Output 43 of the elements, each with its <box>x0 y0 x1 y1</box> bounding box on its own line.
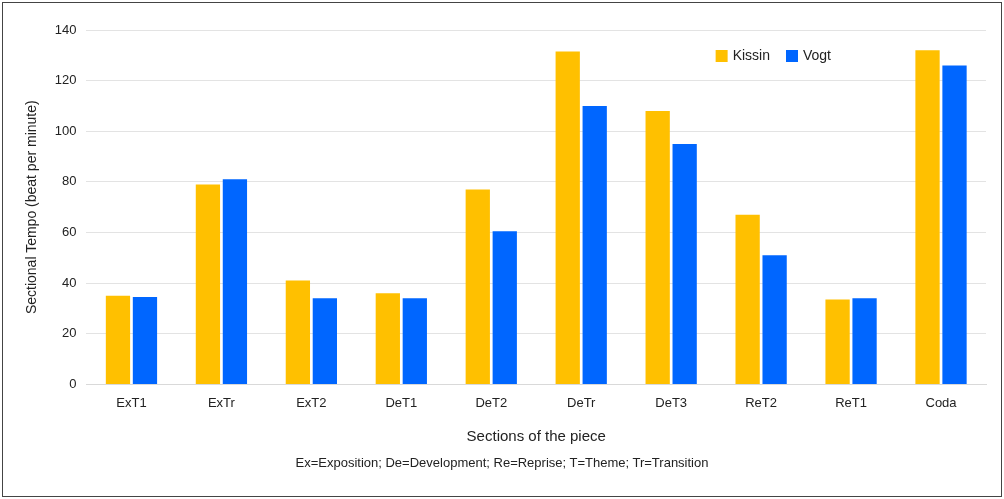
bar <box>105 295 131 384</box>
x-tick-label: ReT2 <box>745 394 778 410</box>
y-tick-label: 120 <box>54 72 77 88</box>
bar <box>222 179 248 384</box>
bar <box>645 111 670 384</box>
bar <box>915 50 940 384</box>
bar <box>375 293 400 384</box>
bar <box>582 105 607 384</box>
x-tick-label: DeT2 <box>475 394 508 410</box>
bar <box>762 255 787 384</box>
x-tick-label: DeT3 <box>655 394 688 410</box>
bar <box>132 297 158 384</box>
bar <box>312 298 337 384</box>
x-axis-title: Sections of the piece <box>466 427 606 445</box>
bar <box>402 298 427 384</box>
y-tick-label: 0 <box>69 375 77 391</box>
bar <box>825 299 850 384</box>
bar <box>195 184 221 384</box>
bar <box>735 214 760 384</box>
y-tick-label: 140 <box>54 21 77 37</box>
y-tick-label: 80 <box>62 173 77 189</box>
x-tick-label: ReT1 <box>835 394 867 410</box>
y-tick-label: 100 <box>54 122 77 138</box>
text: Ex=Exposition; De=Development; Re=Reprise; T=Theme; Tr=Transition <box>294 455 710 470</box>
bar <box>285 280 311 384</box>
x-tick-label: DeT1 <box>385 394 418 410</box>
y-tick-label: 40 <box>62 274 77 290</box>
y-tick-label: 60 <box>62 224 77 240</box>
x-tick-label: ExT2 <box>296 394 327 410</box>
bar <box>852 298 877 384</box>
x-tick-label: ExTr <box>207 394 236 410</box>
legend-label: Vogt <box>802 46 832 63</box>
bar <box>492 231 517 384</box>
x-tick-label: DeTr <box>567 394 597 410</box>
bar <box>672 143 697 384</box>
x-tick-label: Coda <box>925 394 958 410</box>
bar <box>465 189 490 384</box>
legend-label: Kissin <box>732 46 770 63</box>
y-tick-label: 20 <box>62 325 77 341</box>
bar <box>942 65 967 384</box>
y-axis-title: Sectional Tempo (beat per minute) <box>23 100 40 315</box>
bar <box>555 51 580 384</box>
x-tick-label: ExT1 <box>116 394 147 410</box>
